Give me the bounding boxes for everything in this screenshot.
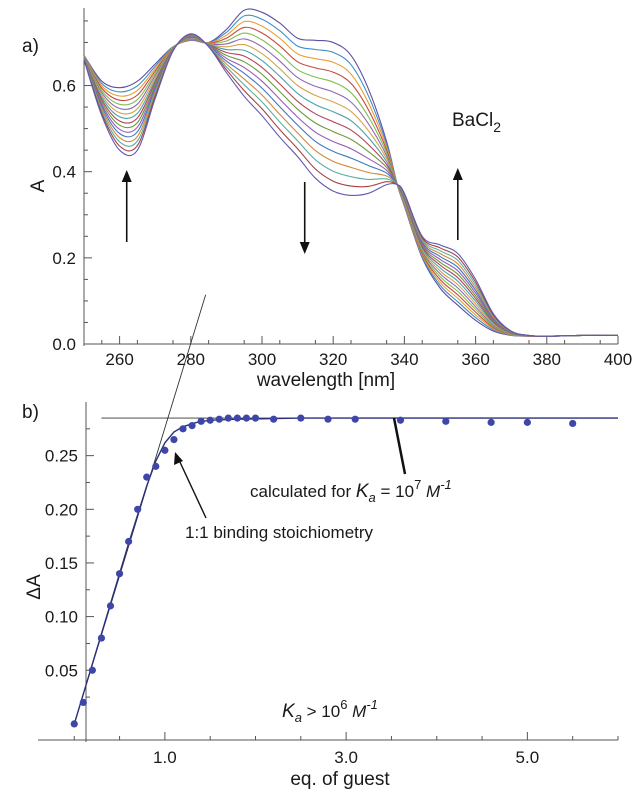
panel-a-x-tick-label: 260: [105, 350, 133, 369]
panel-a-x-tick-label: 360: [461, 350, 489, 369]
panel-b-x-tick-label: 5.0: [516, 748, 540, 767]
panel-a-y-tick-label: 0.2: [52, 249, 76, 268]
stoichiometry-pointer-head: [174, 452, 183, 465]
data-point: [170, 435, 178, 444]
change-arrow-head: [452, 168, 463, 180]
data-point: [569, 419, 577, 428]
panel-a-spectra: [83, 8, 619, 337]
panel-a-x-tick-label: 280: [177, 350, 205, 369]
spectrum-line: [83, 33, 619, 337]
data-point: [487, 418, 495, 426]
panel-b-x-axis-title: eq. of guest: [290, 769, 390, 790]
spectrum-line: [83, 33, 619, 337]
data-point: [224, 414, 232, 422]
panel-b-y-tick-label: 0.10: [45, 608, 78, 627]
change-arrow-head: [299, 242, 310, 254]
data-point: [179, 425, 187, 433]
data-point: [188, 422, 196, 430]
panel-b-label: b): [22, 402, 39, 423]
data-point: [88, 666, 96, 674]
fit-curve-label: calculated for Ka = 107 M-1: [250, 477, 452, 505]
data-point: [97, 634, 106, 642]
panel-b-x-tick-label: 3.0: [334, 748, 358, 767]
fit-curve-pointer: [392, 417, 407, 475]
data-point: [106, 602, 115, 610]
spectrum-line: [83, 34, 619, 337]
panel-a-y-tick-label: 0.4: [52, 163, 76, 182]
data-point: [251, 414, 260, 422]
panel-a-y-tick-label: 0.6: [52, 77, 76, 96]
panel-b-data-points: [70, 414, 577, 728]
data-point: [351, 415, 359, 423]
data-point: [297, 414, 305, 422]
panel-a-x-tick-label: 300: [248, 350, 276, 369]
panel-a-y-axis-title: A: [28, 179, 49, 192]
data-point: [70, 720, 78, 728]
data-point: [79, 698, 87, 707]
panel-b-y-tick-label: 0.15: [45, 554, 78, 573]
stoichiometry-pointer: [178, 459, 207, 519]
data-point: [152, 462, 160, 470]
data-point: [270, 415, 278, 423]
data-point: [242, 414, 251, 422]
spectrum-line: [83, 32, 619, 337]
data-point: [134, 505, 142, 513]
data-point: [442, 417, 450, 425]
data-point: [396, 416, 405, 424]
panel-b-y-tick-label: 0.25: [45, 447, 78, 466]
ka-label: Ka > 106 M-1: [282, 697, 378, 725]
data-point: [161, 446, 169, 454]
data-point: [115, 570, 124, 578]
change-arrow-head: [121, 170, 132, 182]
panel-b-y-tick-label: 0.20: [45, 500, 78, 519]
data-point: [523, 418, 531, 426]
panel-a-x-tick-label: 380: [533, 350, 561, 369]
data-point: [206, 416, 214, 424]
data-point: [197, 417, 205, 425]
data-point: [215, 415, 223, 423]
panel-a-chart: 260 280 300 320 340 360 380 400 0.0 0.2 0.4 0.6 wav…: [28, 8, 632, 391]
panel-a-x-axis-title: wavelength [nm]: [256, 370, 395, 391]
panel-a-x-tick-label: 340: [390, 350, 418, 369]
spectrum-line: [83, 37, 619, 337]
stoichiometry-label: 1:1 binding stoichiometry: [185, 523, 374, 542]
panel-b-y-tick-label: 0.05: [45, 661, 78, 680]
data-point: [143, 473, 151, 481]
panel-b-x-tick-label: 1.0: [153, 748, 177, 767]
panel-a-x-tick-label: 320: [319, 350, 347, 369]
panel-a-y-tick-label: 0.0: [52, 335, 76, 354]
bacl2-label: BaCl2: [452, 110, 501, 135]
fit-curve-line: [73, 417, 618, 725]
spectrum-line: [83, 36, 619, 337]
data-point: [125, 537, 133, 546]
panel-b-chart: 1.0 3.0 5.0 0.05 0.10 0.15 0.20 0.25 eq. of gue…: [24, 294, 619, 790]
panel-a-label: a): [22, 36, 39, 57]
data-point: [233, 414, 241, 422]
panel-b-y-axis-title: ΔA: [24, 574, 45, 600]
panel-a-x-tick-label: 400: [604, 350, 632, 369]
data-point: [324, 415, 332, 423]
